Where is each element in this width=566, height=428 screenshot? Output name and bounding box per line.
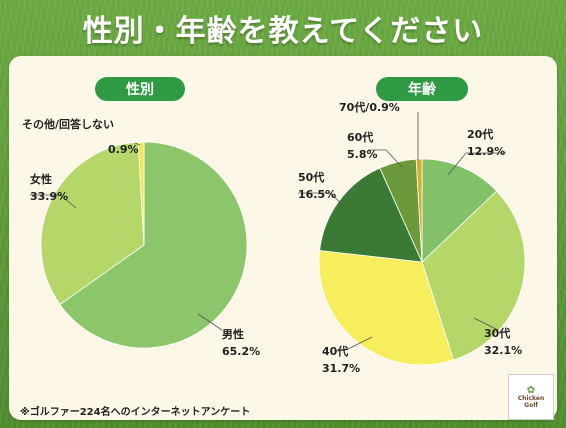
age-value-0: 12.9%	[467, 145, 505, 158]
footnote: ※ゴルファー224名へのインターネットアンケート	[20, 407, 251, 418]
gender-slice-0	[59, 141, 248, 349]
chicken-golf-logo: ✿ Chicken Golf	[508, 374, 554, 420]
gender-chart-title: 性別	[95, 77, 185, 101]
age-pie-chart: 20代 12.9% 30代 32.1% 40代 31.7% 50代 16.5% 60代 5.8% 7…	[298, 100, 526, 375]
gender-leader-1	[30, 194, 77, 209]
age-label-0: 20代	[467, 127, 493, 141]
age-label-1: 30代	[484, 326, 510, 340]
gender-pie-chart: 男性 65.2% 女性 33.9% その他/回答しない 0.9%	[22, 117, 260, 358]
age-value-2: 31.7%	[322, 362, 360, 375]
gender-label-0: 男性	[222, 327, 244, 341]
age-value-3: 16.5%	[298, 188, 336, 201]
age-value-1: 32.1%	[484, 344, 522, 357]
gender-label-1: 女性	[30, 172, 52, 186]
gender-leader-0	[197, 313, 223, 331]
gender-value-2: 0.9%	[108, 143, 139, 156]
page-title: 性別・年齢を教えてください	[82, 14, 484, 49]
age-slice-0	[421, 158, 498, 263]
gender-slice-2	[137, 141, 145, 246]
age-label-5: 70代/0.9%	[339, 100, 400, 114]
age-chart-title: 年齢	[376, 77, 468, 101]
gender-value-1: 33.9%	[30, 190, 68, 203]
age-value-4: 5.8%	[347, 148, 378, 161]
gender-label-2: その他/回答しない	[22, 117, 114, 131]
age-slice-5	[415, 158, 423, 263]
age-label-3: 50代	[298, 170, 324, 184]
age-leader-2	[345, 336, 373, 351]
logo-text-line1: Chicken	[517, 394, 545, 402]
age-leader-0	[447, 152, 506, 176]
age-slice-2	[318, 250, 455, 366]
leaf-icon: ✿	[526, 384, 536, 396]
age-leader-1	[473, 317, 499, 331]
logo-text-line2: Golf	[524, 401, 538, 409]
gender-leader-2	[134, 142, 141, 146]
age-leader-4	[368, 149, 403, 168]
age-leader-3	[298, 192, 345, 207]
age-slice-1	[421, 190, 526, 361]
gender-slice-1	[40, 141, 145, 306]
age-label-4: 60代	[347, 130, 373, 144]
age-label-2: 40代	[322, 344, 348, 358]
gender-value-0: 65.2%	[222, 345, 260, 358]
